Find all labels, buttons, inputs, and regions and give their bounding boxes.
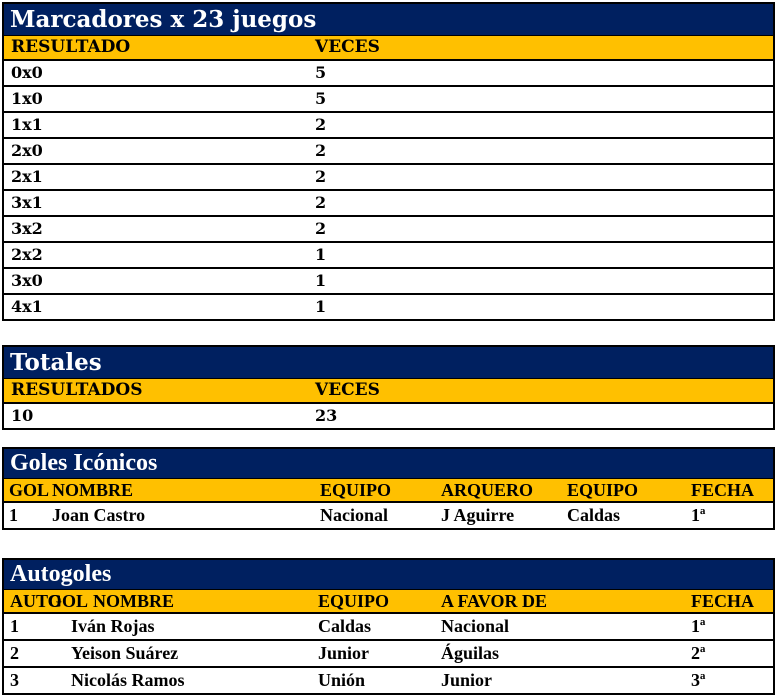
cell-resultado: 1x0 [11,89,43,108]
cell-veces: 2 [315,219,327,238]
marcadores-table: Marcadores x 23 juegos RESULTADO VECES 0… [2,2,775,321]
table-row: 2x1 2 [4,165,773,191]
cell-veces: 1 [315,297,327,316]
table-row: 3x0 1 [4,269,773,295]
column-header-equipo: EQUIPO [318,591,390,611]
cell-veces: 2 [315,115,327,134]
table-row: 2x2 1 [4,243,773,269]
marcadores-header-row: RESULTADO VECES [4,36,773,61]
autogoles-header-row: AUTO GOL NOMBRE EQUIPO A FAVOR DE FECHA [4,590,773,614]
cell-veces: 5 [315,89,327,108]
cell-resultado: 2x2 [11,245,43,264]
cell-resultado: 1x1 [11,115,43,134]
cell-a-favor-de: Nacional [441,616,510,636]
cell-arquero: J Aguirre [441,505,515,525]
table-row: 1x1 2 [4,113,773,139]
cell-veces: 1 [315,245,327,264]
cell-resultado: 3x2 [11,219,43,238]
column-header-fecha: FECHA [691,480,754,500]
cell-veces: 2 [315,193,327,212]
cell-equipo: Nacional [320,505,389,525]
table-row: 2x0 2 [4,139,773,165]
cell-fecha: 1ª [691,616,706,636]
totales-table: Totales RESULTADOS VECES 10 23 [2,345,775,430]
column-header-arquero: ARQUERO [441,480,534,500]
cell-auto-gol: 1 [10,616,19,636]
cell-gol: 1 [9,505,18,525]
cell-a-favor-de: Junior [441,670,493,690]
cell-nombre: Yeison Suárez [71,643,179,663]
autogoles-table: Autogoles AUTO GOL NOMBRE EQUIPO A FAVOR… [2,558,775,695]
cell-resultado: 2x1 [11,167,43,186]
cell-resultado: 3x0 [11,271,43,290]
totales-table-title: Totales [4,347,773,379]
column-header-resultado: RESULTADO [11,37,131,57]
cell-fecha: 3ª [691,670,706,690]
column-header-equipo: EQUIPO [320,480,392,500]
cell-nombre: Iván Rojas [71,616,155,636]
column-header-nombre: NOMBRE [52,480,133,500]
cell-equipo: Unión [318,670,366,690]
column-header-veces: VECES [315,380,380,400]
cell-veces: 1 [315,271,327,290]
marcadores-table-title: Marcadores x 23 juegos [4,4,773,36]
column-header-a-favor-de: A FAVOR DE [441,591,547,611]
column-header-fecha: FECHA [691,591,754,611]
cell-auto-gol: 2 [10,643,19,663]
column-header-equipo-2: EQUIPO [567,480,639,500]
column-header-gol: GOL [48,591,89,611]
cell-resultados-total: 10 [11,406,34,425]
table-row: 10 23 [4,404,773,428]
column-header-auto: AUTO [10,591,62,611]
cell-equipo-2: Caldas [567,505,621,525]
column-header-nombre: NOMBRE [93,591,174,611]
cell-nombre: Joan Castro [52,505,146,525]
column-header-resultados: RESULTADOS [11,380,143,400]
column-header-gol: GOL [9,480,50,500]
cell-a-favor-de: Águilas [441,643,500,663]
cell-fecha: 1ª [691,505,706,525]
cell-resultado: 0x0 [11,63,43,82]
goles-iconicos-table-title: Goles Icónicos [4,449,773,479]
table-row: 1x0 5 [4,87,773,113]
table-row: 1 Iván Rojas Caldas Nacional 1ª [4,614,773,641]
column-header-veces: VECES [315,37,380,57]
goles-iconicos-header-row: GOL NOMBRE EQUIPO ARQUERO EQUIPO FECHA [4,479,773,503]
table-row: 2 Yeison Suárez Junior Águilas 2ª [4,641,773,668]
cell-resultado: 4x1 [11,297,43,316]
table-row: 3 Nicolás Ramos Unión Junior 3ª [4,668,773,693]
cell-resultado: 2x0 [11,141,43,160]
cell-veces: 2 [315,167,327,186]
cell-veces: 5 [315,63,327,82]
table-row: 1 Joan Castro Nacional J Aguirre Caldas … [4,503,773,528]
goles-iconicos-table: Goles Icónicos GOL NOMBRE EQUIPO ARQUERO… [2,447,775,530]
cell-veces: 2 [315,141,327,160]
table-row: 0x0 5 [4,61,773,87]
table-row: 3x1 2 [4,191,773,217]
table-row: 3x2 2 [4,217,773,243]
cell-veces-total: 23 [315,406,338,425]
cell-fecha: 2ª [691,643,706,663]
totales-header-row: RESULTADOS VECES [4,379,773,404]
autogoles-table-title: Autogoles [4,560,773,590]
cell-auto-gol: 3 [10,670,19,690]
cell-equipo: Junior [318,643,370,663]
cell-resultado: 3x1 [11,193,43,212]
cell-equipo: Caldas [318,616,372,636]
cell-nombre: Nicolás Ramos [71,670,185,690]
table-row: 4x1 1 [4,295,773,319]
